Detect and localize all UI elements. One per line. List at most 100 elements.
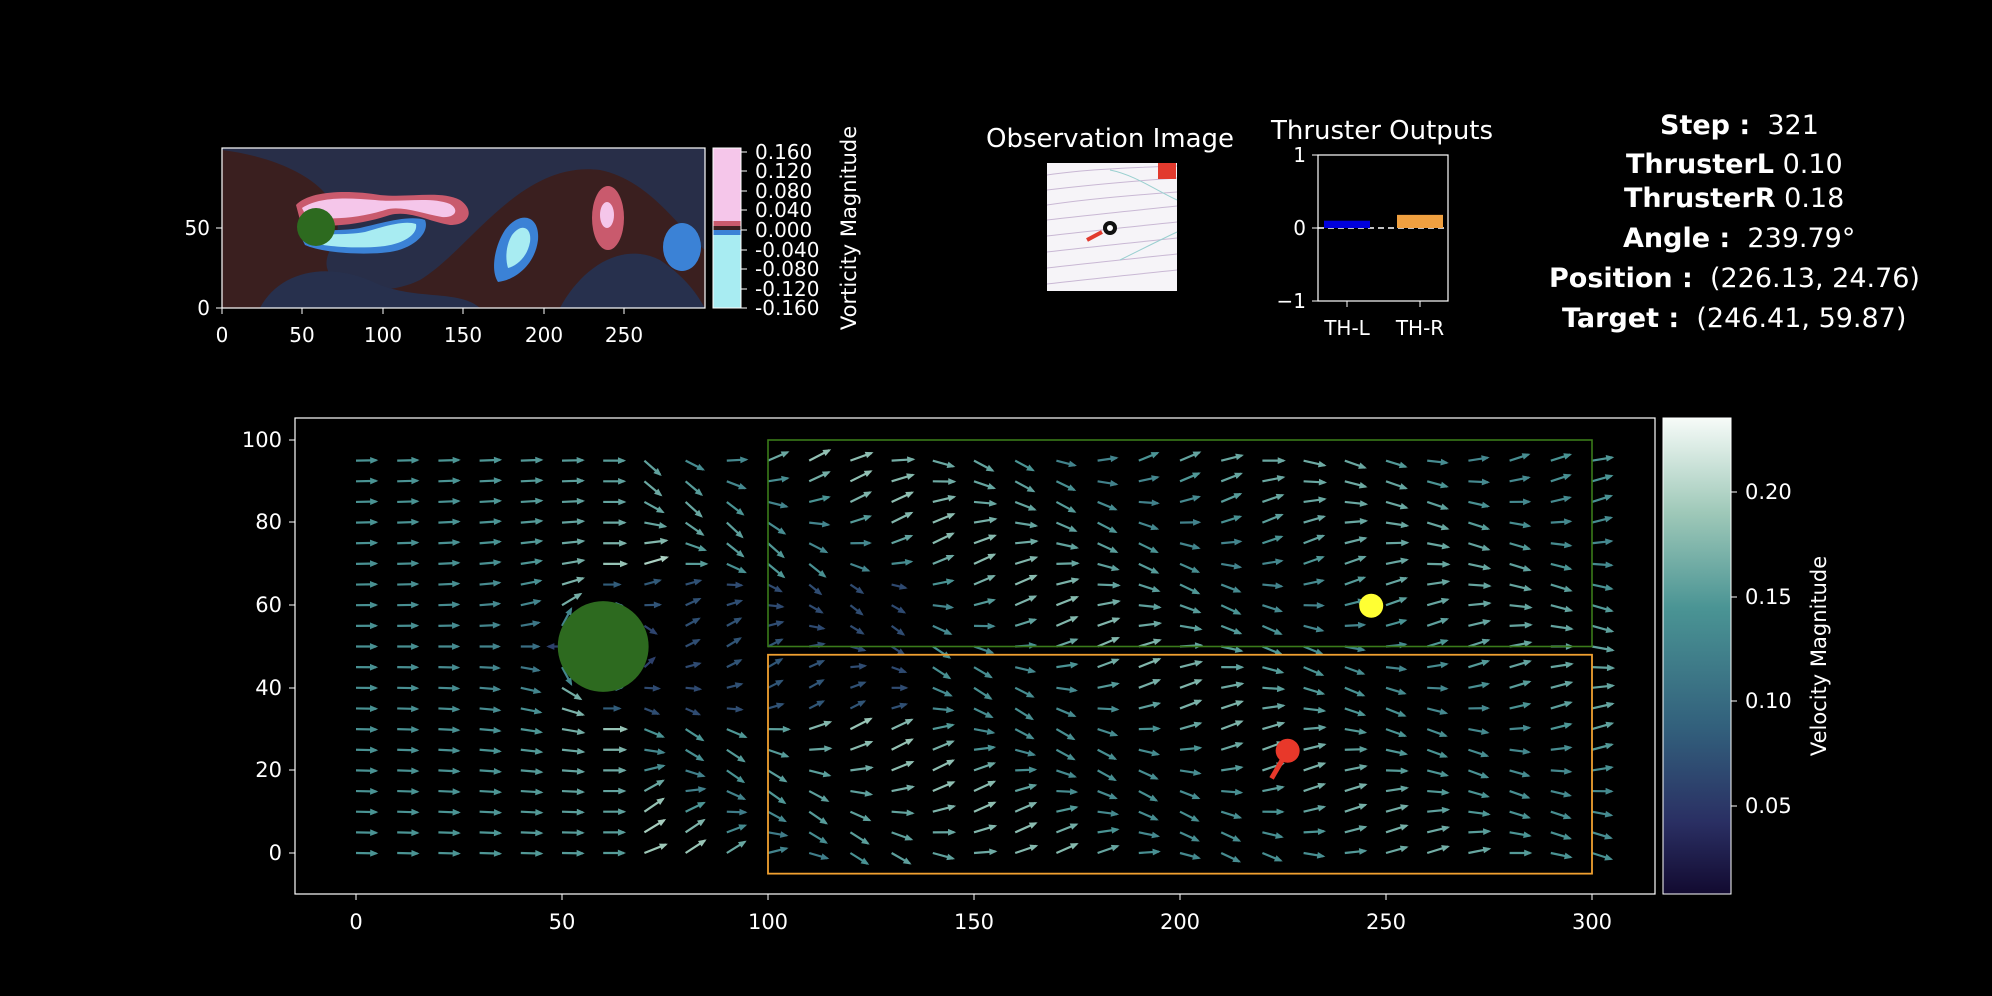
velocity-arrow (438, 684, 461, 692)
velocity-arrow (355, 808, 379, 816)
velocity-arrow (1426, 825, 1451, 834)
observation-panel: Observation Image (986, 124, 1234, 291)
velocity-arrow (891, 702, 909, 710)
velocity-arrow (1344, 459, 1367, 469)
velocity-arrow (1509, 475, 1531, 483)
velocity-arrow (1468, 681, 1491, 689)
thruster-x-ticks: TH-L TH-R (1323, 301, 1444, 340)
velocity-arrow (1427, 560, 1451, 568)
velocity-arrow (603, 457, 627, 465)
velocity-arrow (1179, 624, 1203, 632)
velocity-arrow (355, 456, 379, 464)
velocity-arrow (1591, 583, 1614, 591)
velocity-arrow (1550, 831, 1572, 840)
velocity-arrow (973, 801, 997, 813)
velocity-arrow (1385, 641, 1408, 649)
velocity-arrow (355, 560, 379, 567)
velocity-arrow (726, 599, 744, 607)
velocity-arrow (973, 516, 998, 524)
velocity-arrow (1426, 521, 1450, 531)
tick-label: 40 (255, 676, 282, 700)
velocity-arrow (932, 532, 955, 545)
tick-label: TH-R (1395, 316, 1444, 340)
velocity-arrow (1591, 494, 1614, 503)
velocity-arrow (1385, 500, 1409, 510)
velocity-arrow (644, 555, 670, 565)
velocity-arrow (808, 810, 829, 825)
velocity-arrow (438, 705, 461, 713)
velocity-arrow (561, 497, 586, 505)
velocity-arrow (685, 459, 706, 471)
velocity-arrow (891, 684, 909, 692)
velocity-arrow (355, 849, 379, 857)
velocity-arrow (1509, 603, 1533, 611)
velocity-arrow (726, 682, 744, 689)
velocity-arrow (973, 574, 996, 586)
velocity-arrow (809, 745, 833, 753)
velocity-arrow (1468, 728, 1490, 735)
velocity-arrow (561, 666, 573, 686)
velocity-arrow (1550, 767, 1573, 775)
velocity-arrow (1262, 703, 1286, 710)
velocity-arrow (932, 706, 955, 714)
velocity-arrow (767, 475, 790, 483)
velocity-arrow (643, 480, 663, 497)
velocity-arrow (1138, 725, 1161, 733)
velocity-arrow (1138, 475, 1160, 483)
velocity-arrow (643, 624, 658, 635)
velocity-arrow (1550, 744, 1573, 752)
velocity-arrow (808, 790, 830, 802)
velocity-arrow (1509, 453, 1531, 462)
velocity-arrow (767, 451, 790, 462)
velocity-arrow (726, 728, 748, 739)
velocity-arrow (1303, 515, 1327, 524)
velocity-arrow (1509, 583, 1533, 592)
velocity-arrow (1385, 576, 1409, 586)
velocity-arrow (1015, 538, 1039, 546)
tick-label: 200 (1160, 910, 1200, 934)
velocity-arrow (684, 521, 705, 536)
velocity-arrow (1303, 805, 1327, 813)
velocity-arrow (1550, 851, 1573, 860)
velocity-arrow (438, 456, 461, 464)
velocity-arrow (1179, 721, 1203, 731)
velocity-arrow (1468, 789, 1490, 799)
tick-label: 0 (216, 323, 229, 347)
velocity-arrow (397, 498, 420, 505)
velocity-arrow (1262, 535, 1284, 545)
velocity-arrow (520, 538, 544, 545)
velocity-arrow (603, 849, 627, 857)
velocity-arrow (726, 521, 744, 539)
velocity-arrow (932, 645, 952, 659)
tick-label: 150 (954, 910, 994, 934)
velocity-arrow (726, 480, 747, 490)
velocity-arrow (438, 497, 461, 505)
velocity-arrow (1509, 659, 1532, 669)
velocity-arrow (726, 456, 749, 464)
velocity-arrow (644, 537, 669, 545)
velocity-arrow (1179, 472, 1201, 483)
velocity-arrow (438, 477, 461, 485)
velocity-arrow (726, 617, 743, 627)
velocity-arrow (355, 663, 379, 671)
tick-label: 0.10 (1745, 689, 1792, 713)
velocity-arrow (973, 598, 996, 607)
velocity-arrow (1220, 472, 1243, 483)
tick-label: TH-L (1323, 316, 1370, 340)
velocity-arrow (891, 511, 914, 524)
velocity-arrow (1262, 685, 1286, 693)
velocity-arrow (1179, 642, 1204, 649)
tick-label: 0 (197, 296, 210, 320)
velocity-arrow (1427, 458, 1449, 466)
vorticity-colorbar (712, 147, 742, 309)
velocity-arrow (1303, 686, 1326, 696)
velocity-arrow (1344, 555, 1367, 565)
vorticity-x-ticks: 0 50 100 150 200 250 (216, 308, 643, 347)
velocity-arrow (1221, 538, 1243, 546)
velocity-arrow (1303, 578, 1325, 586)
velocity-arrow (1591, 645, 1615, 653)
velocity-arrow (1591, 515, 1614, 524)
velocity-arrow (603, 705, 622, 712)
velocity-arrow (397, 705, 420, 713)
velocity-arrow (891, 473, 915, 483)
